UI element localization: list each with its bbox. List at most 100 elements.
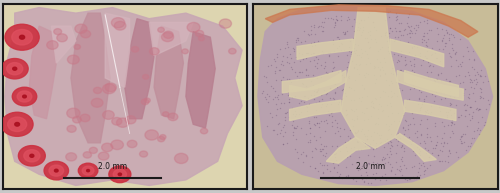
Circle shape (66, 153, 76, 161)
Point (350, 118, 358, 121)
Point (416, 154, 424, 157)
Point (322, 70, 330, 73)
Point (407, 142, 415, 146)
Point (368, 21, 376, 24)
Point (352, 21, 360, 24)
Point (424, 60, 432, 63)
Point (318, 98, 326, 101)
Polygon shape (52, 26, 76, 63)
Point (333, 19, 341, 22)
Point (264, 64, 272, 67)
Point (432, 143, 440, 146)
Point (413, 135, 421, 139)
Point (374, 107, 382, 110)
Point (388, 66, 396, 69)
Point (468, 81, 476, 84)
Point (410, 45, 418, 48)
Point (442, 111, 450, 114)
Point (330, 66, 338, 69)
Point (376, 141, 384, 144)
Point (310, 123, 318, 126)
Circle shape (140, 151, 147, 157)
Point (408, 166, 416, 169)
Point (342, 30, 349, 33)
Point (328, 175, 336, 179)
Point (386, 169, 394, 172)
Point (306, 165, 314, 168)
Point (393, 61, 401, 64)
Point (292, 126, 300, 129)
Point (348, 59, 356, 62)
Point (347, 99, 355, 102)
Point (334, 86, 342, 89)
Point (308, 51, 316, 54)
Point (399, 33, 407, 36)
Point (282, 130, 290, 133)
Point (346, 50, 354, 53)
Point (418, 133, 426, 136)
Point (379, 155, 387, 158)
Point (391, 26, 399, 29)
Point (347, 146, 355, 149)
Point (460, 91, 468, 94)
Point (423, 109, 431, 112)
Point (410, 150, 418, 153)
Point (334, 130, 342, 133)
Point (399, 113, 407, 116)
Point (339, 143, 347, 146)
Point (442, 116, 450, 119)
Point (302, 67, 310, 70)
Point (370, 130, 378, 133)
Point (481, 120, 489, 123)
Point (298, 82, 306, 85)
Point (276, 63, 284, 66)
Point (396, 29, 404, 32)
Point (364, 162, 372, 165)
Point (342, 109, 350, 112)
Point (387, 144, 395, 147)
Point (380, 68, 388, 71)
Point (371, 8, 379, 12)
Circle shape (160, 135, 166, 139)
Point (384, 95, 392, 98)
Point (316, 148, 324, 151)
Point (326, 112, 334, 115)
Point (448, 121, 456, 124)
Point (444, 123, 452, 126)
Point (366, 12, 374, 15)
Point (434, 40, 442, 43)
Point (360, 18, 368, 21)
Point (289, 120, 297, 123)
Point (324, 71, 332, 74)
Point (269, 87, 277, 90)
Point (332, 151, 340, 154)
Point (372, 78, 380, 81)
Point (350, 30, 358, 33)
Point (400, 105, 408, 108)
Circle shape (111, 140, 124, 150)
Point (344, 76, 351, 79)
Point (393, 143, 401, 146)
Point (290, 60, 298, 63)
Point (355, 73, 363, 76)
Point (448, 120, 456, 123)
Circle shape (5, 24, 39, 50)
Point (433, 141, 441, 144)
Point (390, 39, 398, 42)
Point (420, 172, 428, 175)
Point (450, 111, 458, 114)
Circle shape (94, 87, 102, 94)
Point (342, 114, 349, 117)
Circle shape (44, 161, 68, 180)
Point (322, 92, 330, 95)
Point (308, 79, 316, 82)
Point (317, 106, 325, 109)
Point (339, 88, 347, 91)
Point (405, 136, 413, 139)
Circle shape (114, 21, 126, 30)
Point (466, 118, 474, 121)
Point (290, 49, 298, 52)
Point (371, 38, 379, 41)
Point (377, 34, 385, 37)
Point (326, 86, 334, 89)
